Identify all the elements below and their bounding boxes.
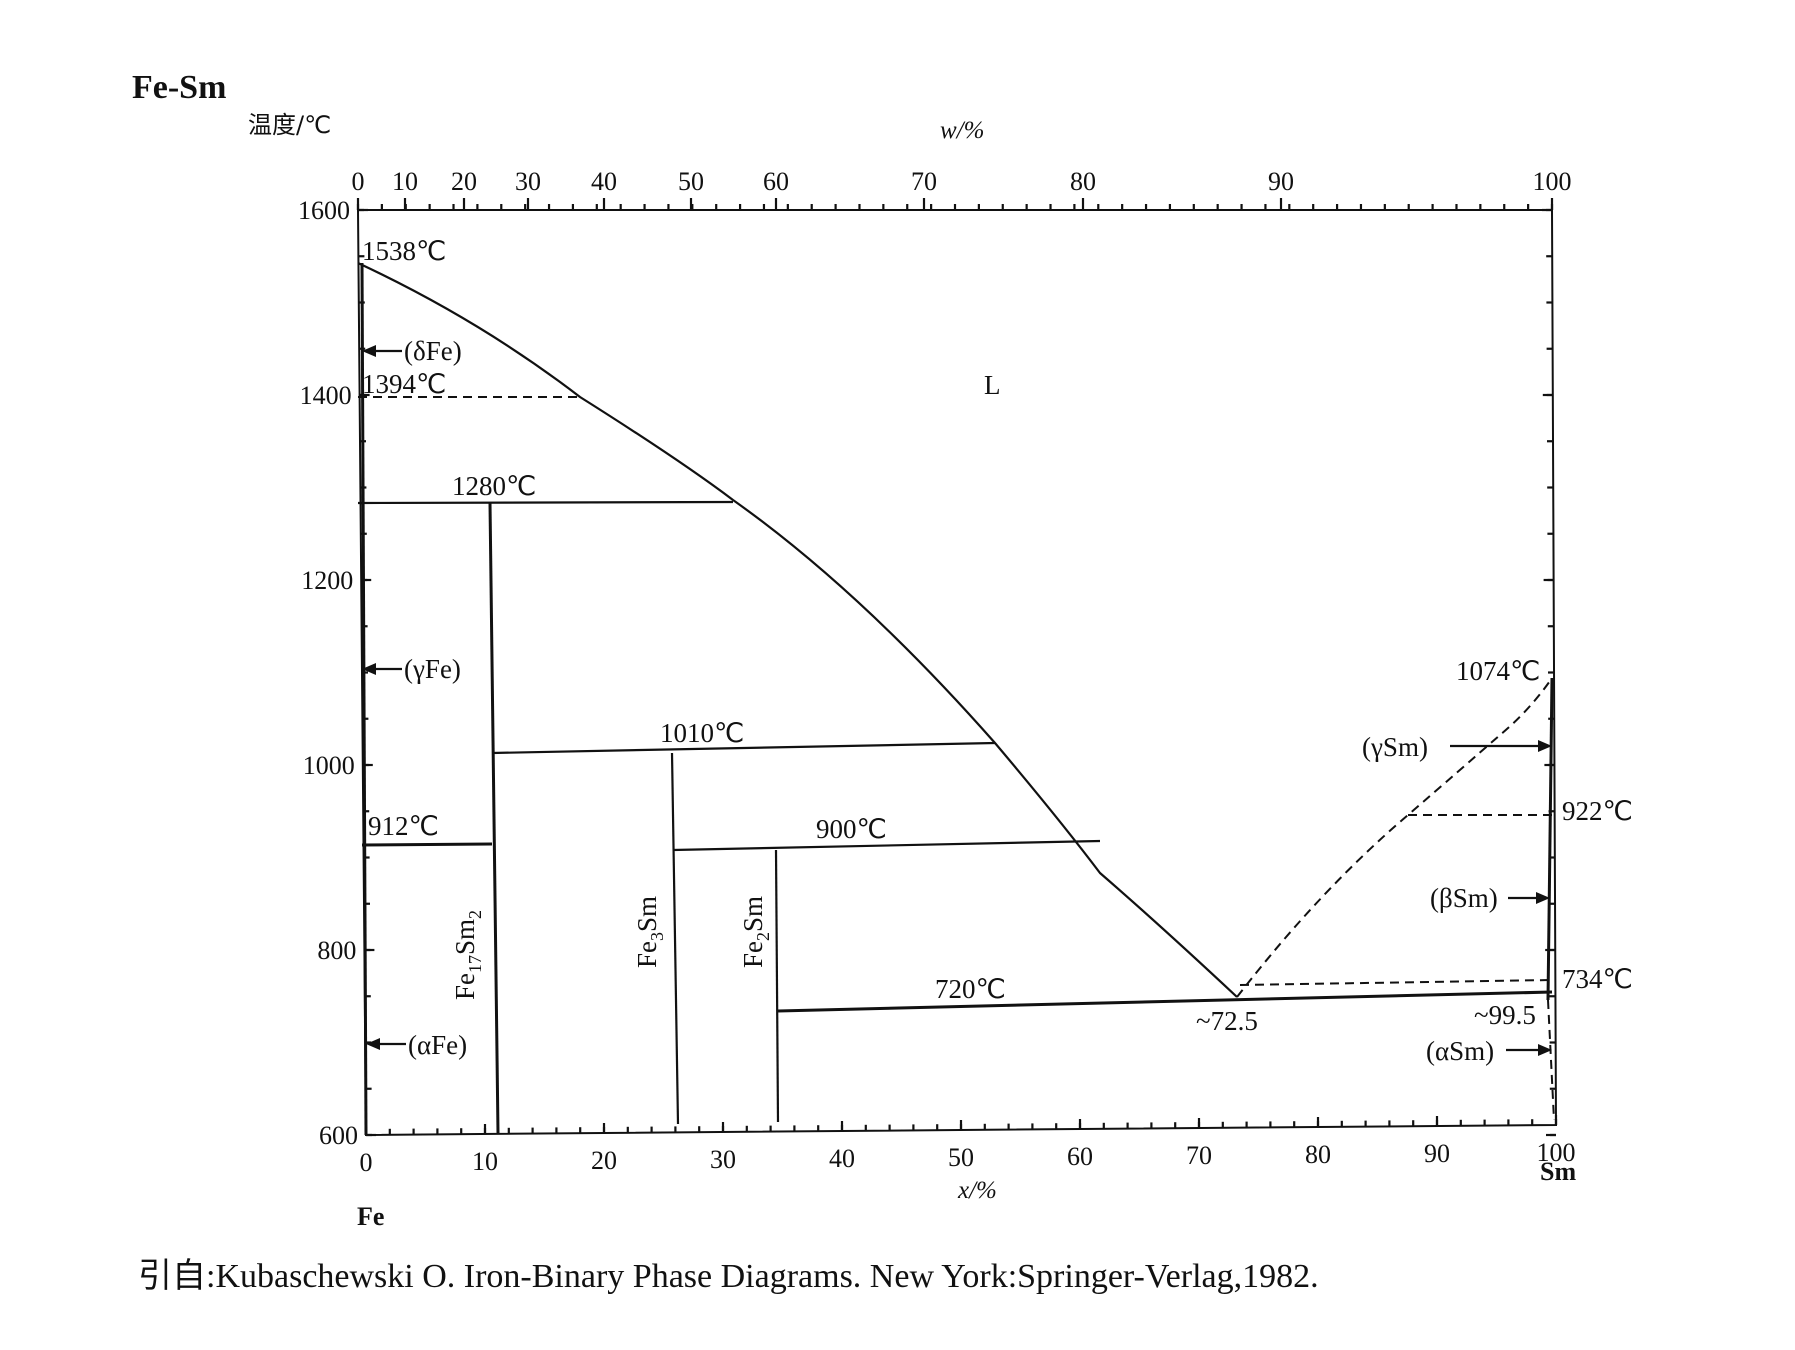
svg-text:Fe17Sm2: Fe17Sm2 bbox=[450, 910, 485, 1000]
x-tick-label: 70 bbox=[1186, 1141, 1212, 1170]
phase-alpha-sm: (αSm) bbox=[1426, 1036, 1494, 1066]
sm-side-solvus-low bbox=[1547, 999, 1555, 1121]
label-sm-solvus: ~99.5 bbox=[1474, 1000, 1536, 1030]
liquidus-right bbox=[1236, 677, 1553, 998]
fe2sm-line bbox=[774, 849, 780, 1123]
x-tick-label: 60 bbox=[1067, 1142, 1093, 1171]
arrow-alpha-fe bbox=[366, 1038, 406, 1050]
top-axis-label: w/% bbox=[940, 117, 984, 144]
fe-side-boundary bbox=[360, 262, 368, 1136]
w-tick-label: 40 bbox=[591, 167, 617, 196]
w-tick-label: 30 bbox=[515, 167, 541, 196]
x-tick-label: 40 bbox=[829, 1144, 855, 1173]
x-tick-label: 0 bbox=[360, 1148, 373, 1177]
x-ticks: 0 10 20 30 40 50 60 70 80 90 100 bbox=[360, 1115, 1576, 1177]
fe3sm-line bbox=[670, 752, 680, 1125]
label-900: 900℃ bbox=[816, 814, 887, 844]
arrow-gamma-fe bbox=[362, 663, 402, 675]
minor-ticks bbox=[356, 204, 1558, 1137]
label-922: 922℃ bbox=[1562, 796, 1633, 826]
y-axis-label: 温度/℃ bbox=[248, 111, 331, 139]
bottom-axis-label: x/% bbox=[957, 1177, 997, 1204]
arrow-beta-sm bbox=[1508, 892, 1550, 904]
label-eutectic-composition: ~72.5 bbox=[1196, 1006, 1258, 1036]
w-tick-label: 20 bbox=[451, 167, 477, 196]
y-tick-label: 800 bbox=[317, 936, 356, 965]
w-tick-label: 10 bbox=[392, 167, 418, 196]
w-tick-label: 70 bbox=[911, 167, 937, 196]
y-tick-label: 1000 bbox=[303, 751, 355, 780]
citation: 引自:Kubaschewski O. Iron-Binary Phase Dia… bbox=[138, 1258, 1319, 1295]
w-tick-label: 0 bbox=[352, 167, 365, 196]
right-element-label: Sm bbox=[1540, 1157, 1576, 1186]
y-tick-label: 1200 bbox=[301, 566, 353, 595]
label-720: 720℃ bbox=[935, 974, 1006, 1004]
label-1280: 1280℃ bbox=[452, 471, 536, 501]
label-912: 912℃ bbox=[368, 811, 439, 841]
line-900 bbox=[672, 839, 1101, 852]
x-tick-label: 30 bbox=[710, 1145, 736, 1174]
phase-liquid: L bbox=[984, 370, 1001, 400]
svg-text:Fe3Sm: Fe3Sm bbox=[632, 896, 667, 968]
w-tick-label: 100 bbox=[1533, 167, 1572, 196]
y-tick-label: 600 bbox=[319, 1121, 358, 1150]
x-tick-label: 20 bbox=[591, 1146, 617, 1175]
phase-gamma-fe: (γFe) bbox=[404, 654, 461, 684]
label-1394: 1394℃ bbox=[362, 369, 446, 399]
label-1010: 1010℃ bbox=[660, 718, 744, 748]
left-element-label: Fe bbox=[357, 1202, 384, 1231]
diagram-title: Fe-Sm bbox=[132, 69, 226, 106]
y-tick-label: 1400 bbox=[300, 381, 352, 410]
compound-fe2sm: Fe2Sm bbox=[738, 896, 773, 968]
arrow-gamma-sm bbox=[1450, 740, 1552, 752]
arrow-delta-fe bbox=[362, 345, 402, 357]
line-1010 bbox=[491, 741, 996, 755]
sm-side-solvus bbox=[1546, 677, 1554, 1001]
x-tick-label: 90 bbox=[1424, 1139, 1450, 1168]
phase-beta-sm: (βSm) bbox=[1430, 883, 1498, 913]
x-tick-label: 100 bbox=[1537, 1138, 1576, 1167]
y-tick-label: 1600 bbox=[298, 196, 350, 225]
x-tick-label: 80 bbox=[1305, 1140, 1331, 1169]
phase-delta-fe: (δFe) bbox=[404, 336, 462, 366]
phase-gamma-sm: (γSm) bbox=[1362, 732, 1428, 762]
label-1074: 1074℃ bbox=[1456, 656, 1540, 686]
x-tick-label: 10 bbox=[472, 1147, 498, 1176]
phase-alpha-fe: (αFe) bbox=[408, 1030, 467, 1060]
fe17sm2-line bbox=[488, 502, 500, 1134]
w-tick-label: 60 bbox=[763, 167, 789, 196]
w-tick-label: 90 bbox=[1268, 167, 1294, 196]
liquidus-left bbox=[357, 262, 1238, 998]
w-tick-label: 80 bbox=[1070, 167, 1096, 196]
line-1280 bbox=[357, 500, 734, 505]
arrow-alpha-sm bbox=[1506, 1044, 1552, 1056]
x-tick-label: 50 bbox=[948, 1143, 974, 1172]
svg-text:Fe2Sm: Fe2Sm bbox=[738, 896, 773, 968]
line-734 bbox=[1239, 979, 1553, 986]
compound-fe17sm2: Fe17Sm2 bbox=[450, 910, 485, 1000]
line-912 bbox=[361, 842, 493, 847]
y-ticks: 1600 1400 1200 1000 800 600 bbox=[298, 196, 1556, 1150]
w-tick-label: 50 bbox=[678, 167, 704, 196]
compound-fe3sm: Fe3Sm bbox=[632, 896, 667, 968]
line-720 bbox=[777, 990, 1553, 1013]
label-1538: 1538℃ bbox=[362, 236, 446, 266]
label-734: 734℃ bbox=[1562, 964, 1633, 994]
w-ticks: 0 10 20 30 40 50 60 70 80 90 100 bbox=[352, 167, 1572, 210]
